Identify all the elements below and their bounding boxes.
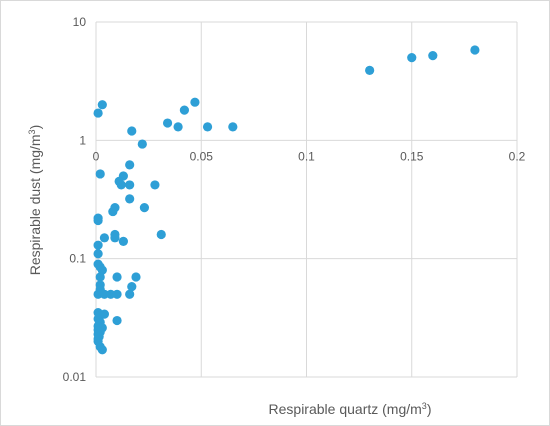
data-point [93, 240, 103, 250]
data-point [190, 97, 200, 107]
x-tick-label: 0.05 [190, 149, 214, 163]
data-point [112, 272, 122, 282]
data-point [179, 105, 190, 115]
data-point [99, 289, 110, 299]
data-point [93, 108, 103, 118]
data-point [93, 215, 103, 226]
data-point [173, 122, 183, 132]
data-point [156, 229, 166, 240]
data-point [162, 118, 173, 128]
data-point [428, 51, 438, 61]
data-point [137, 139, 147, 149]
x-tick-label: 0.1 [298, 149, 315, 163]
data-point [125, 289, 135, 299]
data-point [99, 233, 110, 243]
data-point [139, 203, 150, 213]
y-tick-label: 0.1 [69, 252, 86, 266]
y-tick-label: 10 [73, 15, 87, 29]
data-point [202, 122, 213, 132]
data-point [125, 194, 135, 204]
data-point [93, 249, 103, 259]
data-point [112, 289, 122, 299]
data-point [150, 180, 160, 190]
data-point [470, 45, 480, 55]
data-point [125, 180, 135, 190]
x-tick-label: 0.15 [400, 149, 424, 163]
y-axis-title: Respirable dust (mg/m3) [27, 125, 43, 276]
data-point [127, 282, 137, 292]
data-point [93, 289, 103, 299]
y-tick-label: 0.01 [63, 370, 87, 384]
data-point [127, 126, 137, 136]
data-point [106, 289, 116, 299]
data-point [365, 65, 375, 75]
data-point [112, 315, 122, 326]
tick-labels: 10 1 0.1 0.01 0 0.05 0.1 0.15 0.2 [63, 15, 526, 384]
data-point [95, 169, 105, 179]
data-point [108, 206, 118, 217]
data-points [93, 45, 480, 355]
data-point [110, 233, 120, 243]
x-tick-label: 0 [93, 149, 100, 163]
data-point [116, 180, 126, 190]
y-tick-label: 1 [79, 133, 86, 147]
data-point [131, 272, 141, 282]
data-point [118, 236, 128, 246]
data-point [95, 272, 105, 282]
data-point [97, 345, 107, 355]
x-axis-title: Respirable quartz (mg/m3) [269, 401, 432, 417]
grid-lines [95, 21, 518, 378]
data-point [407, 53, 417, 63]
data-point [125, 160, 135, 170]
data-point [97, 100, 107, 110]
x-tick-label: 0.2 [509, 149, 526, 163]
data-point [228, 122, 238, 132]
